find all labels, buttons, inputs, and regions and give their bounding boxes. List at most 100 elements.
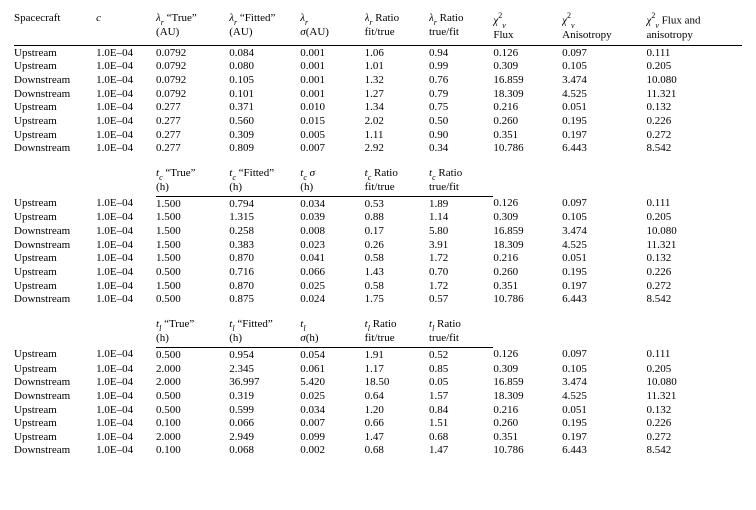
cell: 0.132 — [646, 100, 742, 114]
cell: 0.105 — [562, 362, 646, 376]
cell: 0.008 — [300, 224, 364, 238]
cell: 0.260 — [493, 114, 562, 128]
col-lr-ratio-tf: λr Ratiotrue/fit — [429, 12, 493, 44]
table-row: Downstream1.0E–040.5000.8750.0241.750.57… — [14, 292, 742, 306]
cell: Downstream — [14, 87, 96, 101]
cell: 1.0E–04 — [96, 347, 156, 361]
cell: 0.097 — [562, 45, 646, 59]
cell: 0.226 — [646, 114, 742, 128]
cell: 0.90 — [429, 128, 493, 142]
cell: 0.024 — [300, 292, 364, 306]
cell: 0.051 — [562, 403, 646, 417]
page: Spacecraft c λr “True”(AU) λr “Fitted”(A… — [0, 0, 756, 510]
cell: 0.216 — [493, 403, 562, 417]
cell: 0.809 — [229, 141, 300, 155]
cell: 0.041 — [300, 251, 364, 265]
cell: 0.0792 — [156, 73, 229, 87]
cell: 0.126 — [493, 347, 562, 361]
cell: 10.786 — [493, 443, 562, 457]
cell: 0.097 — [562, 196, 646, 210]
col-spacecraft: Spacecraft — [14, 12, 96, 44]
cell: 1.27 — [365, 87, 429, 101]
table-row: Downstream1.0E–040.07920.1050.0011.320.7… — [14, 73, 742, 87]
cell: 0.26 — [365, 238, 429, 252]
cell: Upstream — [14, 279, 96, 293]
cell: 36.997 — [229, 375, 300, 389]
cell: Downstream — [14, 292, 96, 306]
cell: 1.0E–04 — [96, 45, 156, 59]
cell: 0.066 — [300, 265, 364, 279]
cell: 0.319 — [229, 389, 300, 403]
cell: Downstream — [14, 238, 96, 252]
cell: 1.32 — [365, 73, 429, 87]
cell: 0.001 — [300, 73, 364, 87]
cell: Upstream — [14, 59, 96, 73]
sub2-sigma: tc σ(h) — [300, 166, 364, 195]
cell: 1.0E–04 — [96, 114, 156, 128]
cell: 0.100 — [156, 443, 229, 457]
cell: 0.85 — [429, 362, 493, 376]
cell: 4.525 — [562, 238, 646, 252]
cell: 0.99 — [429, 59, 493, 73]
cell: 5.80 — [429, 224, 493, 238]
sub3-fitted: tl “Fitted”(h) — [229, 317, 300, 346]
cell: 1.0E–04 — [96, 224, 156, 238]
cell: 0.870 — [229, 251, 300, 265]
block-1: Upstream1.0E–040.07920.0840.0011.060.940… — [14, 45, 742, 155]
cell: Upstream — [14, 114, 96, 128]
cell: 1.0E–04 — [96, 375, 156, 389]
cell: 2.000 — [156, 375, 229, 389]
cell: 0.0792 — [156, 87, 229, 101]
cell: 0.097 — [562, 347, 646, 361]
cell: 11.321 — [646, 87, 742, 101]
cell: 0.94 — [429, 45, 493, 59]
cell: 0.010 — [300, 100, 364, 114]
cell: 0.84 — [429, 403, 493, 417]
cell: Upstream — [14, 416, 96, 430]
cell: 3.474 — [562, 375, 646, 389]
cell: 18.50 — [365, 375, 429, 389]
cell: 8.542 — [646, 292, 742, 306]
cell: 1.89 — [429, 196, 493, 210]
cell: 0.64 — [365, 389, 429, 403]
table-row: Downstream1.0E–042.00036.9975.42018.500.… — [14, 375, 742, 389]
cell: 1.0E–04 — [96, 59, 156, 73]
cell: 1.500 — [156, 224, 229, 238]
cell: 10.080 — [646, 224, 742, 238]
cell: 0.126 — [493, 196, 562, 210]
cell: 8.542 — [646, 443, 742, 457]
cell: 1.315 — [229, 210, 300, 224]
cell: 0.76 — [429, 73, 493, 87]
cell: 0.205 — [646, 59, 742, 73]
cell: 1.0E–04 — [96, 389, 156, 403]
cell: 0.260 — [493, 265, 562, 279]
cell: 1.43 — [365, 265, 429, 279]
cell: 0.015 — [300, 114, 364, 128]
cell: 6.443 — [562, 292, 646, 306]
cell: 10.786 — [493, 141, 562, 155]
cell: 0.34 — [429, 141, 493, 155]
col-chi-aniso: χ2vAnisotropy — [562, 12, 646, 44]
cell: 10.786 — [493, 292, 562, 306]
table-row: Upstream1.0E–040.07920.0840.0011.060.940… — [14, 45, 742, 59]
cell: 1.01 — [365, 59, 429, 73]
cell: 0.794 — [229, 196, 300, 210]
cell: 0.68 — [429, 430, 493, 444]
cell: 0.111 — [646, 45, 742, 59]
cell: 0.054 — [300, 347, 364, 361]
cell: 0.100 — [156, 416, 229, 430]
cell: 0.68 — [365, 443, 429, 457]
cell: 4.525 — [562, 389, 646, 403]
cell: 1.72 — [429, 251, 493, 265]
cell: 0.105 — [562, 59, 646, 73]
cell: 0.875 — [229, 292, 300, 306]
cell: 0.061 — [300, 362, 364, 376]
cell: 18.309 — [493, 389, 562, 403]
table-row: Upstream1.0E–041.5000.8700.0410.581.720.… — [14, 251, 742, 265]
cell: 1.0E–04 — [96, 443, 156, 457]
cell: 0.383 — [229, 238, 300, 252]
table-row: Downstream1.0E–040.07920.1010.0011.270.7… — [14, 87, 742, 101]
sub2-ratio-tf: tc Ratiotrue/fit — [429, 166, 493, 195]
sub3-true: tl “True”(h) — [156, 317, 229, 346]
cell: 0.068 — [229, 443, 300, 457]
